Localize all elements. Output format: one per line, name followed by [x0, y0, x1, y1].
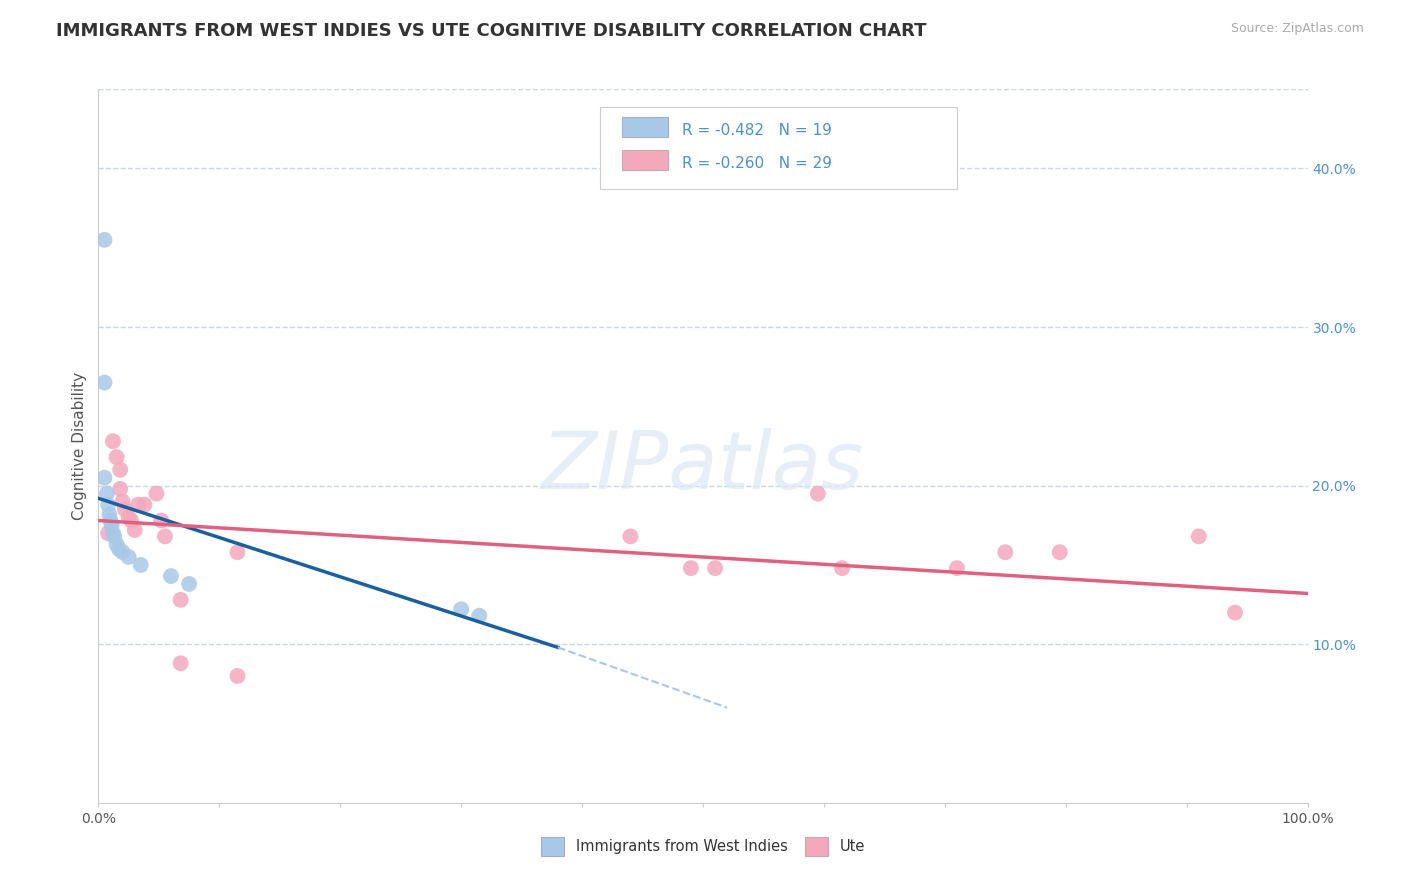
Text: IMMIGRANTS FROM WEST INDIES VS UTE COGNITIVE DISABILITY CORRELATION CHART: IMMIGRANTS FROM WEST INDIES VS UTE COGNI…: [56, 22, 927, 40]
Point: [468, 608, 491, 623]
Point: [100, 518, 122, 533]
Point: [111, 494, 134, 508]
Point: [127, 498, 149, 512]
Point: [103, 529, 125, 543]
Point: [807, 486, 830, 500]
Legend: Immigrants from West Indies, Ute: Immigrants from West Indies, Ute: [533, 830, 873, 863]
Text: ZIPatlas: ZIPatlas: [541, 428, 865, 507]
Text: R = -0.482   N = 19: R = -0.482 N = 19: [682, 123, 832, 137]
Point: [150, 514, 173, 528]
Point: [120, 514, 142, 528]
Point: [679, 561, 702, 575]
Point: [124, 523, 146, 537]
Point: [226, 545, 249, 559]
Point: [105, 537, 128, 551]
Point: [134, 498, 156, 512]
Point: [1049, 545, 1071, 559]
Point: [108, 542, 131, 557]
Point: [145, 486, 167, 500]
Point: [100, 514, 122, 528]
Point: [704, 561, 727, 575]
Point: [101, 526, 124, 541]
Point: [619, 529, 641, 543]
Point: [93, 376, 115, 390]
Point: [129, 558, 152, 572]
Point: [93, 471, 115, 485]
FancyBboxPatch shape: [621, 117, 668, 137]
Point: [160, 569, 183, 583]
Point: [111, 545, 134, 559]
Point: [101, 434, 124, 449]
Point: [994, 545, 1017, 559]
Point: [97, 526, 120, 541]
FancyBboxPatch shape: [621, 150, 668, 169]
Point: [946, 561, 969, 575]
Point: [105, 450, 128, 464]
Text: R = -0.260   N = 29: R = -0.260 N = 29: [682, 155, 832, 170]
Point: [179, 577, 201, 591]
Y-axis label: Cognitive Disability: Cognitive Disability: [72, 372, 87, 520]
Point: [118, 510, 141, 524]
Point: [1188, 529, 1211, 543]
Point: [153, 529, 176, 543]
FancyBboxPatch shape: [600, 107, 957, 189]
Point: [97, 498, 120, 512]
Point: [169, 592, 191, 607]
Point: [169, 657, 191, 671]
Text: Source: ZipAtlas.com: Source: ZipAtlas.com: [1230, 22, 1364, 36]
Point: [1223, 606, 1246, 620]
Point: [96, 486, 118, 500]
Point: [831, 561, 853, 575]
Point: [226, 669, 249, 683]
Point: [108, 482, 131, 496]
Point: [98, 507, 121, 521]
Point: [118, 549, 141, 564]
Point: [114, 502, 136, 516]
Point: [108, 463, 131, 477]
Point: [450, 602, 472, 616]
Point: [93, 233, 115, 247]
